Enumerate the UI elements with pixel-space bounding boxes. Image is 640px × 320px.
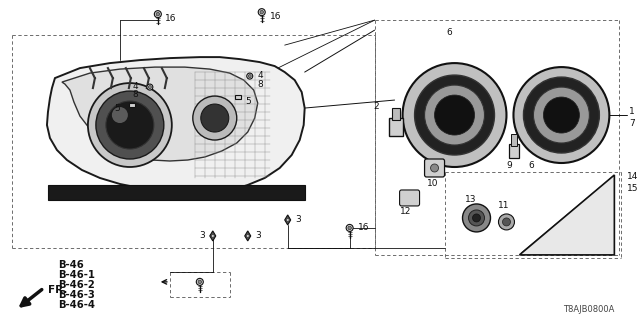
Circle shape — [499, 214, 515, 230]
Text: 16: 16 — [269, 12, 281, 21]
Text: 9: 9 — [507, 162, 513, 171]
Circle shape — [211, 235, 214, 237]
Circle shape — [258, 9, 265, 16]
Circle shape — [198, 280, 202, 284]
Circle shape — [348, 226, 351, 230]
Text: B-46-4: B-46-4 — [58, 300, 95, 310]
Circle shape — [96, 91, 164, 159]
Text: 6: 6 — [529, 162, 534, 171]
Polygon shape — [48, 185, 305, 200]
Circle shape — [286, 219, 289, 221]
Circle shape — [472, 214, 481, 222]
Polygon shape — [62, 67, 258, 161]
Polygon shape — [210, 231, 216, 241]
Circle shape — [193, 96, 237, 140]
Polygon shape — [244, 231, 251, 241]
Circle shape — [513, 67, 609, 163]
Circle shape — [246, 235, 249, 237]
FancyBboxPatch shape — [399, 190, 420, 206]
Bar — [235, 95, 241, 100]
Text: 15: 15 — [627, 184, 639, 194]
Text: 13: 13 — [465, 196, 476, 204]
Text: 8: 8 — [258, 80, 264, 89]
Circle shape — [435, 95, 474, 135]
FancyBboxPatch shape — [424, 159, 445, 177]
Circle shape — [196, 278, 204, 285]
Circle shape — [154, 11, 161, 18]
Polygon shape — [47, 57, 305, 194]
Text: B-46-3: B-46-3 — [58, 290, 95, 300]
Text: B-46-1: B-46-1 — [58, 270, 95, 280]
Circle shape — [534, 87, 589, 143]
Circle shape — [201, 104, 228, 132]
Circle shape — [524, 77, 600, 153]
Text: 5: 5 — [246, 97, 252, 106]
Text: B-46-2: B-46-2 — [58, 280, 95, 290]
Circle shape — [346, 224, 353, 231]
Text: 3: 3 — [296, 215, 301, 224]
Circle shape — [424, 85, 484, 145]
Circle shape — [502, 218, 511, 226]
Text: 10: 10 — [427, 180, 438, 188]
Circle shape — [88, 83, 172, 167]
Circle shape — [543, 97, 579, 133]
Bar — [392, 108, 399, 120]
Text: 12: 12 — [400, 207, 412, 216]
Text: 6: 6 — [447, 28, 452, 36]
Text: 16: 16 — [165, 14, 177, 23]
Bar — [388, 118, 403, 136]
Text: 1: 1 — [629, 107, 635, 116]
Text: 8: 8 — [132, 90, 138, 99]
Text: 7: 7 — [629, 118, 635, 128]
Circle shape — [106, 101, 154, 149]
Text: 3: 3 — [199, 231, 205, 240]
Bar — [509, 144, 520, 158]
Circle shape — [147, 84, 153, 90]
Circle shape — [248, 75, 252, 77]
Circle shape — [415, 75, 495, 155]
Circle shape — [463, 204, 490, 232]
Circle shape — [431, 164, 438, 172]
Text: 4: 4 — [258, 71, 263, 80]
Polygon shape — [520, 175, 614, 255]
Circle shape — [112, 107, 128, 123]
Text: 3: 3 — [256, 231, 262, 240]
Bar — [511, 134, 518, 146]
Polygon shape — [285, 215, 291, 225]
Text: FR.: FR. — [48, 285, 67, 295]
Text: 2: 2 — [373, 101, 379, 110]
Text: 5: 5 — [114, 104, 120, 113]
Text: 14: 14 — [627, 172, 639, 181]
Text: T8AJB0800A: T8AJB0800A — [563, 305, 614, 314]
Text: 16: 16 — [358, 223, 369, 232]
Circle shape — [156, 12, 159, 16]
Text: 4: 4 — [132, 82, 138, 91]
Text: B-46: B-46 — [58, 260, 84, 270]
Text: 11: 11 — [498, 202, 509, 211]
Circle shape — [148, 85, 151, 89]
Circle shape — [247, 73, 253, 79]
Bar — [129, 103, 135, 108]
Circle shape — [260, 11, 264, 14]
Circle shape — [403, 63, 506, 167]
Circle shape — [468, 210, 484, 226]
